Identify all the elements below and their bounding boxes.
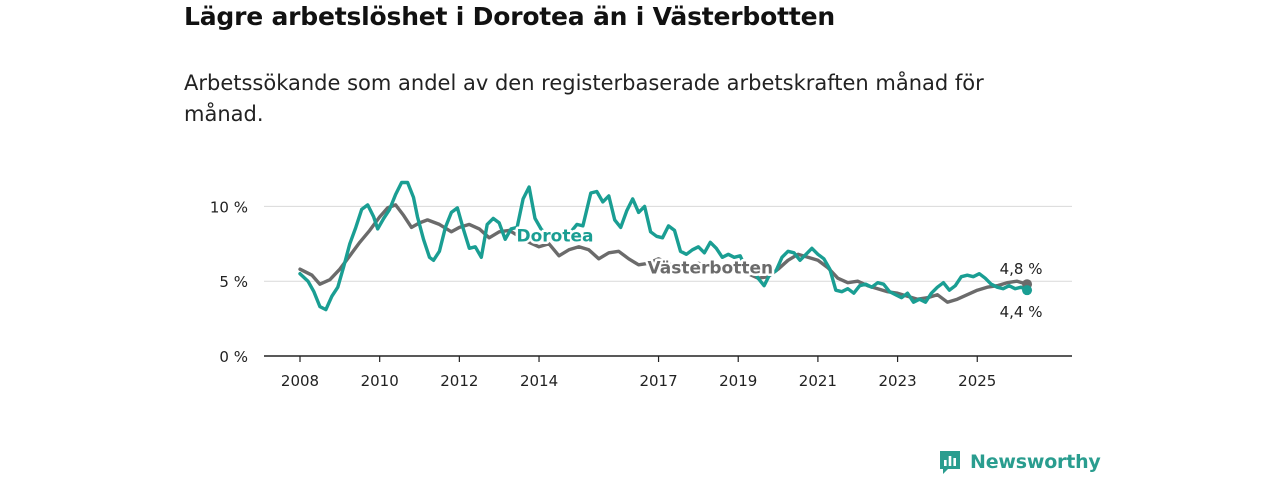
x-tick-label: 2008 <box>281 372 319 390</box>
x-tick-label: 2017 <box>639 372 677 390</box>
x-tick-label: 2019 <box>719 372 757 390</box>
end-value-label-västerbotten: 4,8 % <box>1000 260 1043 278</box>
x-tick-label: 2012 <box>440 372 478 390</box>
chart-subtitle: Arbetssökande som andel av den registerb… <box>184 71 984 126</box>
series-line-dorotea <box>298 180 1029 312</box>
end-value-label-dorotea: 4,4 % <box>1000 303 1043 321</box>
line-chart: 0 % 5 % 10 % 2008 2010 2012 2014 2017 2019 2021 20… <box>210 180 1072 390</box>
x-tick-label: 2021 <box>799 372 837 390</box>
x-tick-label: 2014 <box>520 372 558 390</box>
y-tick-label: 0 % <box>219 348 248 366</box>
series-label-dorotea: Dorotea <box>516 226 593 246</box>
series-label-västerbotten: Västerbotten <box>648 259 774 279</box>
newsworthy-brand[interactable]: Newsworthy <box>938 449 1101 475</box>
newsworthy-name: Newsworthy <box>970 451 1101 473</box>
chart-title: Lägre arbetslöshet i Dorotea än i Väster… <box>184 2 835 31</box>
x-tick-label: 2025 <box>958 372 996 390</box>
series-line-västerbotten <box>298 203 1029 304</box>
y-tick-label: 5 % <box>219 273 248 291</box>
newsworthy-logo-icon <box>940 451 960 474</box>
x-tick-label: 2010 <box>361 372 399 390</box>
end-point-dorotea <box>1022 285 1033 296</box>
x-tick-label: 2023 <box>878 372 916 390</box>
y-tick-label: 10 % <box>210 198 248 216</box>
